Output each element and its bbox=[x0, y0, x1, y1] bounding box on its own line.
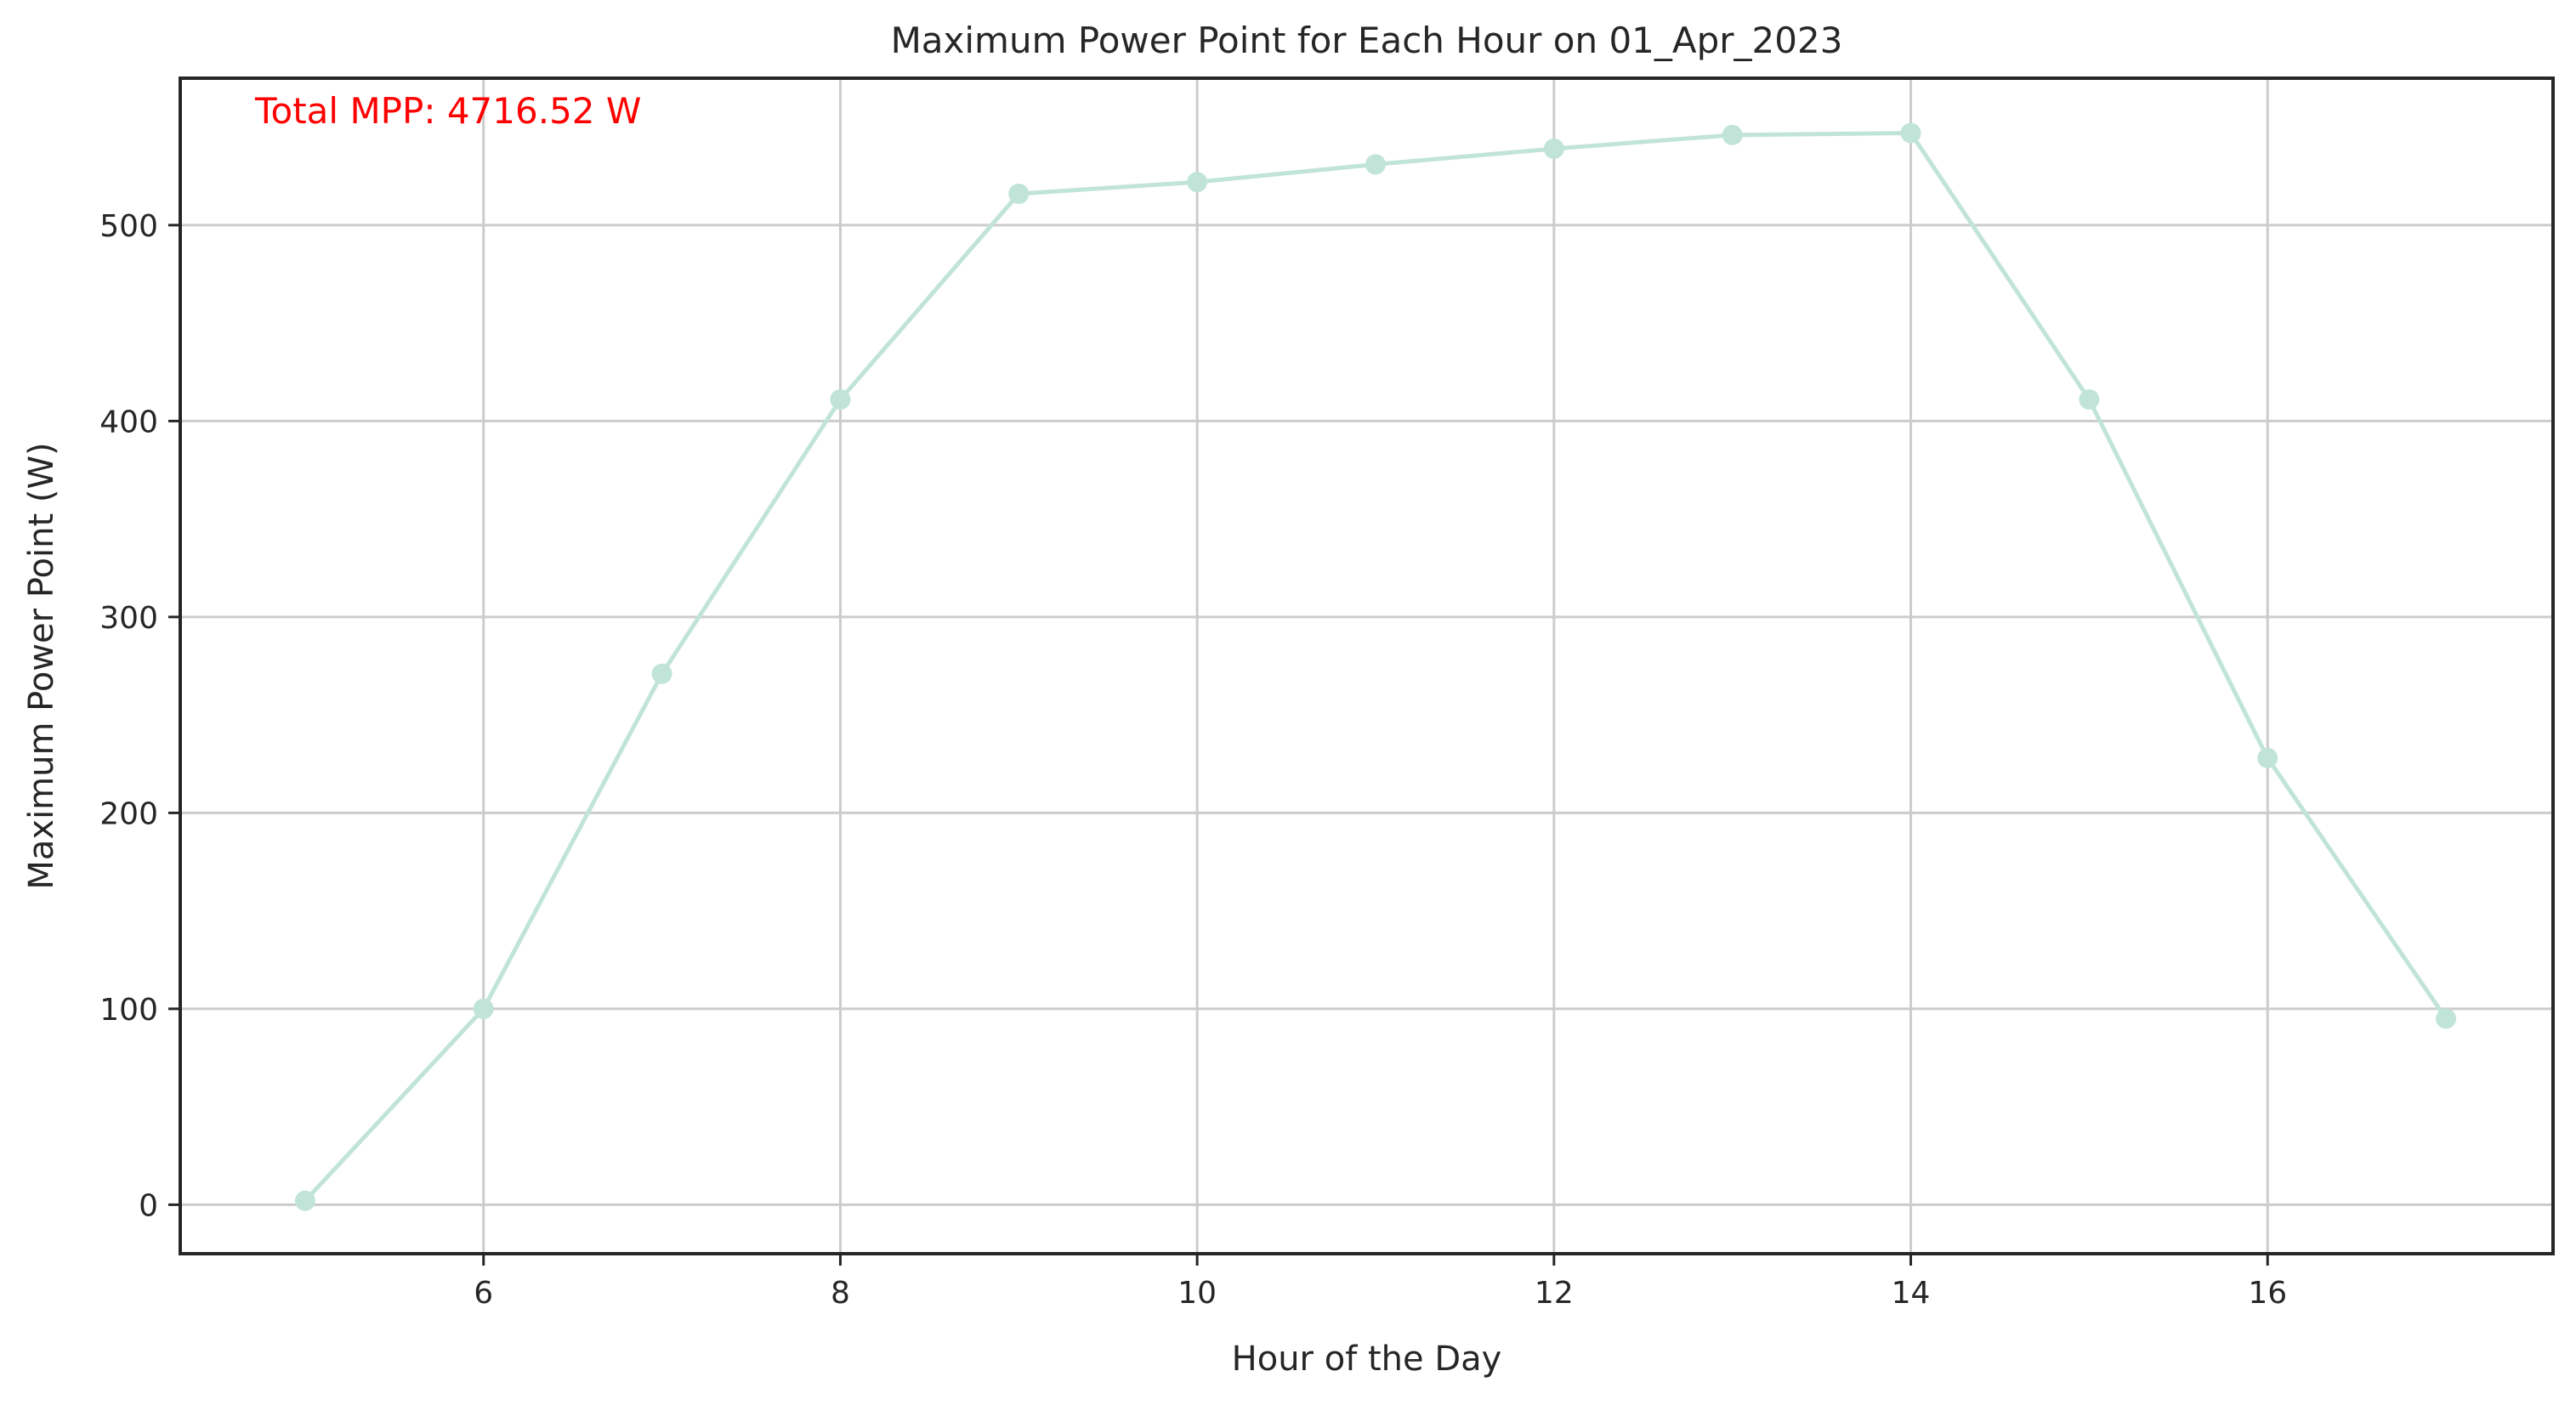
data-point bbox=[1008, 183, 1030, 204]
data-point bbox=[1365, 154, 1386, 175]
x-tick-label: 16 bbox=[2248, 1276, 2287, 1311]
data-point bbox=[2436, 1008, 2457, 1029]
x-tick-label: 6 bbox=[474, 1276, 493, 1311]
x-tick-label: 14 bbox=[1892, 1276, 1931, 1311]
data-point bbox=[1900, 122, 1921, 144]
y-tick-label: 400 bbox=[99, 405, 158, 439]
gridlines bbox=[180, 78, 2553, 1254]
x-tick-label: 10 bbox=[1177, 1276, 1217, 1311]
x-tick-label: 12 bbox=[1535, 1276, 1574, 1311]
y-tick-label: 500 bbox=[99, 209, 158, 244]
y-tick-label: 100 bbox=[99, 993, 158, 1028]
x-tick-label: 8 bbox=[831, 1276, 850, 1311]
data-point bbox=[2257, 747, 2278, 768]
data-series bbox=[294, 122, 2457, 1211]
total-mpp-annotation: Total MPP: 4716.52 W bbox=[254, 90, 641, 132]
y-tick-label: 200 bbox=[99, 796, 158, 831]
y-tick-label: 0 bbox=[139, 1188, 158, 1223]
chart-title: Maximum Power Point for Each Hour on 01_… bbox=[891, 20, 1843, 61]
data-point bbox=[1543, 138, 1564, 159]
data-point bbox=[830, 389, 851, 411]
data-point bbox=[473, 998, 494, 1019]
y-tick-label: 300 bbox=[99, 601, 158, 636]
data-point bbox=[2079, 389, 2100, 411]
plot-frame bbox=[179, 76, 2555, 1255]
axis-ticks: 6 8 10 12 14 16 0 100 200 300 400 500 bbox=[99, 209, 2287, 1311]
y-axis-label: Maximum Power Point (W) bbox=[22, 442, 61, 889]
data-point bbox=[651, 663, 672, 684]
data-point bbox=[294, 1190, 315, 1211]
x-axis-label: Hour of the Day bbox=[1232, 1340, 1502, 1379]
data-point bbox=[1187, 172, 1208, 193]
data-point bbox=[1722, 124, 1743, 145]
